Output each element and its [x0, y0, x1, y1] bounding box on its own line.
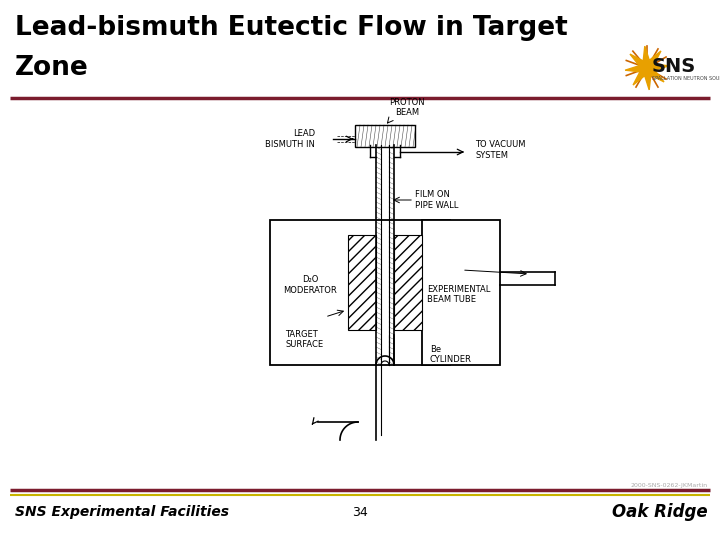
Text: 2000-SNS-0262-JKMartin: 2000-SNS-0262-JKMartin: [631, 483, 708, 488]
Text: Zone: Zone: [15, 55, 89, 81]
Text: SNS Experimental Facilities: SNS Experimental Facilities: [15, 505, 229, 519]
Bar: [394, 235, 422, 330]
Bar: [355, 125, 415, 147]
Text: Lead-bismuth Eutectic Flow in Target: Lead-bismuth Eutectic Flow in Target: [15, 15, 568, 41]
Text: SNS: SNS: [652, 57, 696, 76]
Text: EXPERIMENTAL
BEAM TUBE: EXPERIMENTAL BEAM TUBE: [427, 285, 490, 305]
Text: TO VACUUM
SYSTEM: TO VACUUM SYSTEM: [475, 140, 526, 160]
Bar: [422, 220, 500, 365]
Text: Be
CYLINDER: Be CYLINDER: [430, 345, 472, 364]
Text: FILM ON
PIPE WALL: FILM ON PIPE WALL: [415, 190, 459, 210]
Bar: [270, 220, 450, 365]
Text: TARGET
SURFACE: TARGET SURFACE: [285, 330, 323, 349]
Bar: [348, 235, 376, 330]
Text: 34: 34: [352, 505, 368, 518]
Polygon shape: [625, 46, 669, 90]
Text: Oak Ridge: Oak Ridge: [613, 503, 708, 521]
Text: LEAD
BISMUTH IN: LEAD BISMUTH IN: [265, 129, 315, 149]
Text: SPALLATION NEUTRON SOURCE: SPALLATION NEUTRON SOURCE: [652, 76, 720, 80]
Text: PROTON
BEAM: PROTON BEAM: [390, 98, 425, 117]
Text: D₂O
MODERATOR: D₂O MODERATOR: [283, 275, 337, 295]
